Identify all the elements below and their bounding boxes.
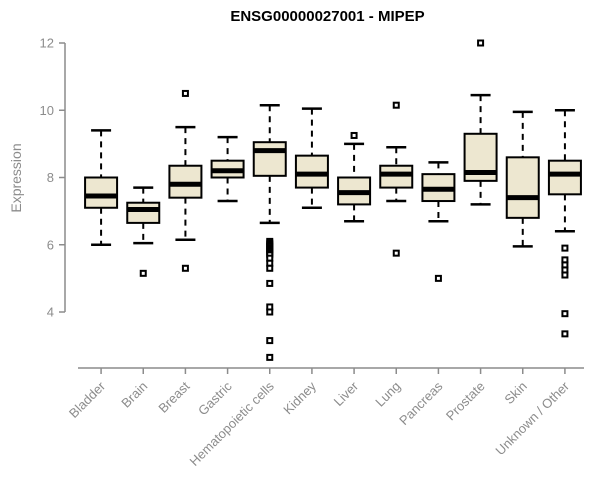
x-tick-label: Bladder — [66, 378, 109, 421]
y-tick-label: 12 — [40, 36, 54, 51]
x-tick-label: Pancreas — [396, 378, 446, 428]
box-liver — [337, 131, 372, 223]
outlier-point — [477, 39, 485, 47]
outlier-point — [350, 131, 358, 139]
box-skin — [505, 110, 540, 248]
outlier-point — [181, 264, 189, 272]
x-tick-label: Skin — [501, 379, 529, 407]
outlier-point — [266, 308, 274, 316]
box-hematopoietic-cells — [252, 103, 287, 361]
box-prostate — [463, 39, 498, 206]
iqr-box — [294, 154, 329, 189]
iqr-box — [547, 159, 582, 196]
outlier-point — [266, 353, 274, 361]
x-tick-label: Liver — [331, 378, 362, 409]
outlier-point — [266, 279, 274, 287]
outlier-point — [561, 310, 569, 318]
iqr-box — [505, 156, 540, 219]
iqr-box — [252, 141, 287, 177]
iqr-box — [379, 164, 414, 189]
x-tick-label: Prostate — [443, 379, 488, 424]
outlier-point — [392, 249, 400, 257]
box-brain — [126, 186, 161, 277]
box-breast — [168, 89, 203, 272]
box-bladder — [84, 129, 119, 246]
box-gastric — [210, 135, 245, 203]
y-axis: 4 6 8 10 12 — [40, 36, 66, 320]
outlier-point — [561, 330, 569, 338]
y-tick-label: 6 — [47, 237, 54, 252]
iqr-box — [168, 164, 203, 199]
x-tick-label: Unknown / Other — [492, 378, 572, 458]
iqr-box — [84, 176, 119, 209]
outlier-point — [139, 269, 147, 277]
outlier-point — [392, 101, 400, 109]
x-tick-label: Brain — [118, 379, 150, 411]
outlier-point — [181, 89, 189, 97]
x-tick-label: Kidney — [280, 378, 319, 417]
box-kidney — [294, 107, 329, 210]
outlier-point — [434, 274, 442, 282]
x-tick-label: Lung — [372, 379, 403, 410]
outlier-point — [266, 337, 274, 345]
box-pancreas — [421, 161, 456, 282]
y-tick-label: 4 — [47, 305, 54, 320]
box-unknown-other — [547, 109, 582, 338]
box-lung — [379, 101, 414, 257]
iqr-box — [126, 201, 161, 224]
x-tick-label: Breast — [155, 378, 192, 415]
y-tick-label: 8 — [47, 170, 54, 185]
outlier-point — [266, 264, 274, 272]
y-tick-label: 10 — [40, 103, 54, 118]
outlier-point — [561, 244, 569, 252]
outlier-point — [561, 271, 569, 279]
chart-title: ENSG00000027001 - MIPEP — [230, 8, 425, 25]
x-tick-label: Gastric — [195, 378, 235, 418]
